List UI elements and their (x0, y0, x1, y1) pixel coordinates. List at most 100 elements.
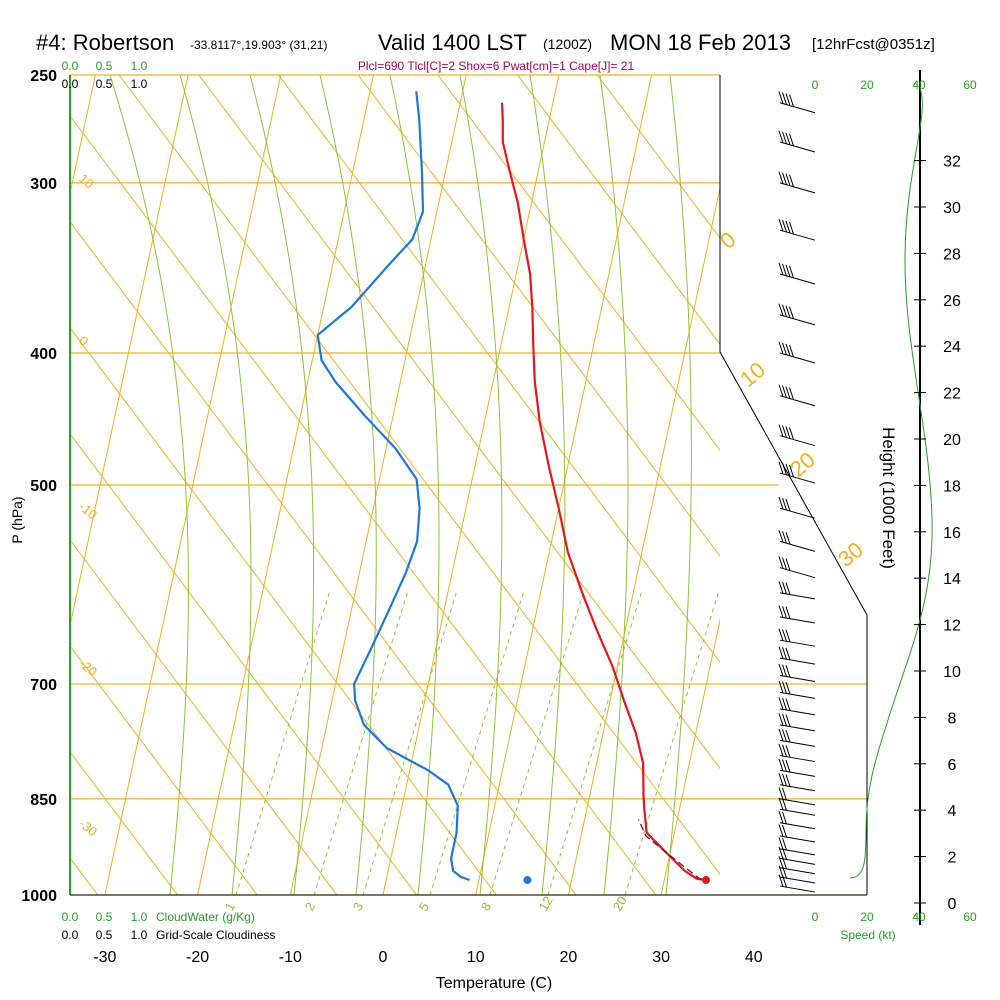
moist-adiabat (389, 75, 440, 895)
height-axis-title: Height (1000 Feet) (879, 427, 898, 569)
wind-barb-flag (789, 344, 794, 358)
wind-barb-flag (782, 557, 787, 570)
wind-barb-flag (785, 264, 791, 278)
wind-barb-flag (785, 759, 791, 773)
wind-barb-flag (785, 681, 791, 695)
pressure-tick: 850 (30, 792, 57, 809)
cloud-tick: 0.0 (62, 928, 79, 942)
wind-barb-flag (789, 464, 794, 478)
wind-barb-flag (782, 787, 787, 801)
wind-barb-flag (785, 386, 791, 399)
wind-barb-flag (782, 681, 787, 694)
isotherm (0, 75, 3, 895)
height-tick: 16 (943, 525, 961, 542)
wind-barb-flag (789, 265, 794, 279)
wind-barb-flag (778, 530, 784, 543)
wind-barb (779, 808, 816, 816)
wind-barb-flag (782, 131, 787, 145)
theta-label: 0 (715, 227, 740, 254)
wind-barb-flag (782, 773, 787, 787)
wind-barb-flag (782, 92, 787, 105)
wind-barb-flag (785, 582, 791, 595)
moist-adiabat (109, 75, 189, 895)
wind-barb-flag (778, 865, 784, 878)
dry-adiabat (70, 114, 657, 895)
wind-barb-flag (778, 496, 784, 510)
cloud-tick: 1.0 (131, 928, 148, 942)
wind-barb-flag (778, 811, 784, 824)
isotherm (660, 618, 720, 895)
wind-barb-flag (778, 556, 784, 569)
wind-barb-flag (782, 497, 787, 511)
wind-barb (779, 867, 816, 875)
mixing-ratio-label: 5 (416, 900, 433, 914)
parcel-trace (637, 819, 702, 881)
wind-barb-flag (789, 174, 794, 187)
height-tick: 8 (948, 710, 957, 727)
wind-barb (779, 708, 816, 716)
wind-barb-flag (789, 221, 794, 235)
mixing-ratio-line (429, 592, 524, 895)
wind-barb-flag (782, 531, 787, 544)
wind-barb (779, 755, 816, 763)
temperature-tick: 30 (652, 949, 670, 966)
wind-barb-flag (778, 130, 784, 144)
wind-barb-flag (785, 774, 791, 787)
wind-barb-flag (782, 729, 787, 742)
dewpoint-trace (316, 91, 470, 882)
moist-adiabat (665, 75, 692, 895)
dry-adiabat (70, 433, 418, 895)
temperature-tick: -30 (93, 949, 116, 966)
temperature-tick: 10 (467, 949, 485, 966)
wind-barb-flag (778, 728, 784, 742)
dry-adiabat (70, 645, 258, 895)
wind-barb-flag (785, 532, 791, 545)
height-profile-curve (849, 87, 933, 879)
wind-barb-flag (778, 787, 784, 800)
wind-barb (779, 616, 816, 624)
chart-indices: Plcl=690 Tlcl[C]=2 Shox=6 Pwat[cm]=1 Cap… (358, 59, 635, 73)
wind-barb-flag (778, 697, 784, 710)
wind-barb-flag (782, 713, 787, 727)
wind-barb-flag (782, 172, 787, 185)
wind-barb-flag (782, 219, 787, 233)
wind-barb-flag (782, 647, 787, 660)
height-tick: 14 (943, 571, 961, 588)
cloudiness-title: Grid-Scale Cloudiness (156, 928, 275, 942)
wind-barb-flag (778, 856, 784, 869)
wind-barb (779, 314, 816, 326)
wind-barb (779, 739, 816, 747)
pressure-tick: 1000 (21, 888, 57, 905)
pressure-tick: 500 (30, 478, 57, 495)
wind-barb-flag (778, 341, 784, 355)
mixing-ratio-label: 3 (350, 900, 367, 914)
wind-barb-flag (789, 133, 794, 147)
dry-adiabat (0, 0, 18, 895)
wind-barb-flag (785, 220, 791, 234)
wind-barb-flag (782, 342, 787, 356)
wind-barb-flag (782, 605, 787, 619)
wind-barb-flag (778, 874, 784, 887)
speed-tick: 60 (963, 78, 977, 92)
pressure-tick: 400 (30, 346, 57, 363)
moist-adiabat (319, 75, 377, 895)
wind-barb-flag (778, 713, 784, 726)
wind-barb (779, 848, 816, 856)
height-tick: 2 (948, 850, 957, 867)
wind-barb (779, 435, 816, 447)
wind-barb-flag (785, 647, 791, 660)
dry-adiabat (118, 75, 720, 876)
wind-barb-flag (782, 811, 787, 825)
dry-adiabat (277, 75, 720, 664)
wind-barb (779, 395, 816, 407)
theta-label: 10 (735, 357, 770, 392)
wind-barb-flag (785, 426, 791, 439)
wind-barb-flag (785, 729, 791, 743)
isotherm-label: -30 (76, 816, 100, 840)
temperature-tick: 40 (745, 949, 763, 966)
moist-adiabat (529, 75, 566, 895)
dry-adiabat (198, 75, 720, 770)
cloud-tick: 0.0 (62, 910, 79, 924)
